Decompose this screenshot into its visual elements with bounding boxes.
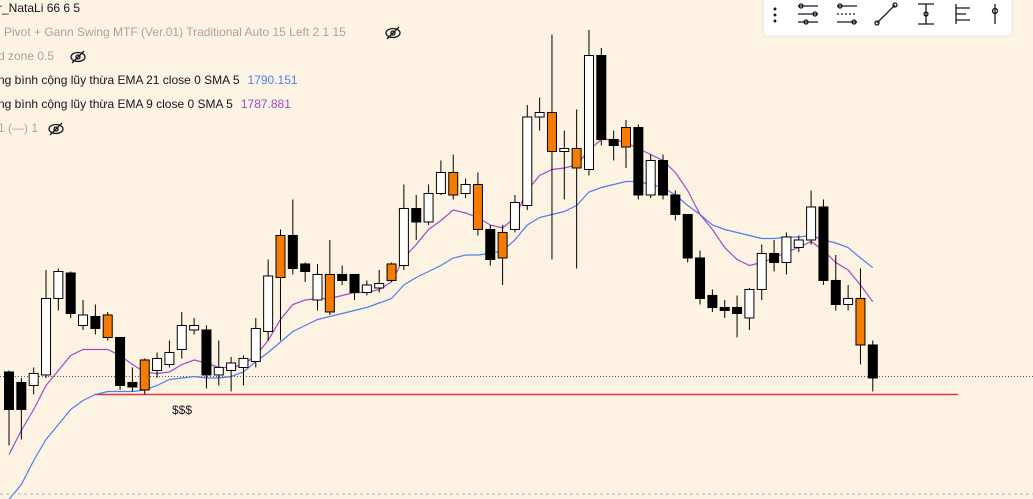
candle-body (707, 294, 718, 308)
candle-body (435, 171, 446, 194)
candle-body (16, 381, 27, 410)
plot-area (0, 29, 1033, 499)
ema-line (8, 180, 874, 499)
candle-body (201, 329, 212, 376)
candle-body (596, 54, 607, 140)
annotation: $$$ (172, 403, 192, 417)
candle-body (855, 297, 866, 346)
candle-body (769, 252, 780, 263)
candle-body (645, 159, 656, 196)
candle-body (78, 314, 89, 326)
candle-body (497, 231, 508, 259)
candle-body (682, 213, 693, 259)
candle-body (152, 357, 163, 371)
candle-body (448, 171, 459, 196)
tool-vertical[interactable] (918, 3, 934, 25)
candle-body (485, 228, 496, 260)
legend-value: 1787.881 (241, 97, 291, 111)
candle-body (472, 183, 483, 230)
tool-trendline[interactable] (874, 2, 898, 26)
candle-body (4, 371, 14, 410)
candle-body (41, 297, 52, 376)
tool-fib[interactable] (955, 4, 970, 24)
legend-ema21: ng bình cộng lũy thừa EMA 21 close 0 SMA… (0, 73, 240, 87)
candle-body (349, 273, 360, 293)
legend-value: 1790.151 (248, 73, 298, 87)
legend-ema9: ng bình cộng lũy thừa EMA 9 close 0 SMA … (0, 97, 233, 111)
toolbar-bg (762, 0, 1013, 37)
candle-body (312, 273, 323, 301)
candle-body (509, 201, 520, 230)
candle-body (756, 252, 767, 290)
candle-body (843, 297, 854, 305)
tool-channel[interactable] (837, 3, 857, 25)
candle-body (460, 183, 471, 194)
candle-body (719, 306, 730, 311)
candle-body (238, 357, 249, 368)
candle-body (546, 111, 557, 152)
tool-price[interactable] (991, 4, 999, 24)
toolbar (762, 0, 1013, 37)
legend-other: 1 (—) 1 (0, 121, 38, 135)
candle-body (559, 147, 570, 152)
candle-body (139, 359, 150, 391)
candle-body (398, 207, 409, 266)
candle-body (608, 138, 619, 146)
candle-body (830, 279, 841, 305)
candle-body (583, 54, 594, 170)
candle-body (337, 273, 348, 281)
legend-pivot: Pivot + Gann Swing MTF (Ver.01) Traditio… (4, 25, 346, 39)
candle-body (744, 288, 755, 319)
candle-body (423, 192, 434, 223)
candle-body (522, 116, 533, 206)
candle-body (90, 315, 101, 329)
candle-body (250, 327, 261, 362)
candle-body (287, 234, 298, 269)
candle-body (806, 206, 817, 241)
candle-body (411, 207, 422, 223)
candle-body (115, 336, 126, 386)
candle-body (732, 306, 743, 314)
candle-body (176, 324, 187, 350)
candle-body (781, 236, 792, 263)
candle-body (275, 234, 286, 278)
candle-body (374, 282, 385, 289)
legend-symbol: r_NataLi 66 6 5 (0, 1, 80, 15)
drag-handle[interactable] (773, 7, 777, 23)
candle-body (621, 126, 631, 148)
eye-icons[interactable] (48, 26, 401, 136)
candle-body (361, 284, 372, 293)
candle-body (164, 351, 175, 365)
candle-body (571, 147, 582, 169)
candle-body (53, 270, 64, 299)
candle-body (818, 206, 829, 281)
candle-body (670, 194, 681, 215)
candle-body (633, 126, 644, 196)
legend: r_NataLi 66 6 5 Pivot + Gann Swing MTF (… (0, 1, 401, 136)
ema-line (8, 138, 874, 455)
legend-zone: d zone 0.5 (0, 49, 54, 63)
candle-body (226, 362, 237, 371)
candle-body (263, 275, 274, 332)
candle-body (658, 159, 669, 196)
candle-body (534, 111, 545, 118)
candle-body (189, 324, 200, 331)
candle-body (102, 314, 113, 338)
candle-body (300, 263, 311, 272)
candle-body (65, 272, 76, 314)
tool-pitchfork[interactable] (798, 3, 818, 25)
candle-body (793, 239, 804, 248)
candle-body (213, 366, 224, 376)
candle-body (127, 381, 138, 388)
candle-body (386, 263, 397, 281)
candle-body (695, 257, 706, 299)
candle-body (324, 273, 335, 313)
candle-body (28, 372, 39, 386)
candle-body (867, 344, 878, 379)
